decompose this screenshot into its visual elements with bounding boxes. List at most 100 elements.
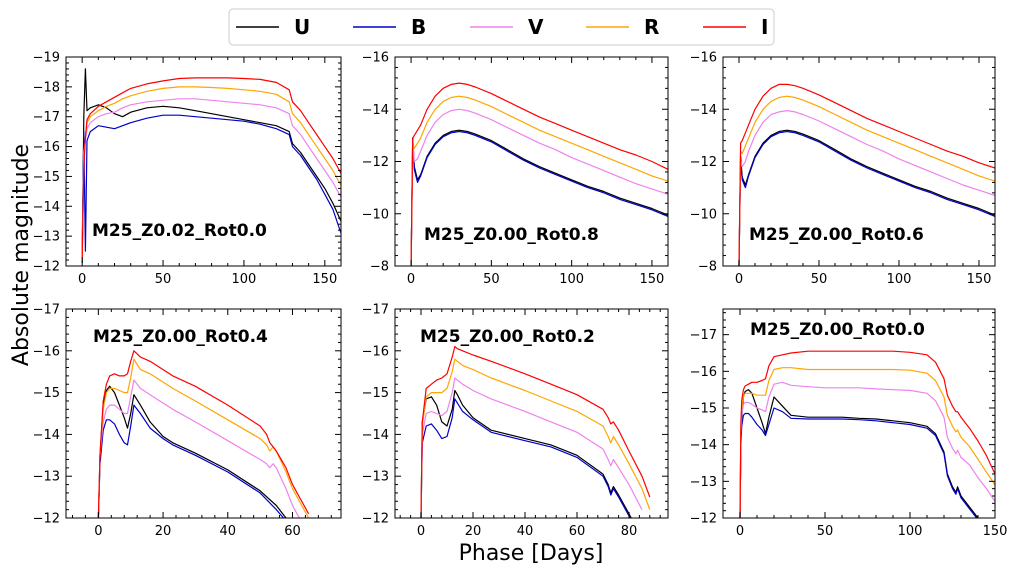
panel-5-curves <box>420 346 651 518</box>
series-line-V <box>420 377 643 518</box>
panel-4-ticks: 0 20 40 60 −12 −13 −14 −15 −16 −17 <box>33 303 341 539</box>
panel-label: M25_Z0.00_Rot0.2 <box>420 327 595 347</box>
x-tick-label: 0 <box>736 524 744 539</box>
series-line-I <box>410 82 668 266</box>
series-line-V <box>97 379 301 518</box>
series-line-I <box>81 77 341 258</box>
series-line-V <box>410 108 668 266</box>
y-tick-label: −13 <box>362 470 389 485</box>
series-line-U <box>81 68 341 264</box>
series-line-U <box>410 129 668 266</box>
legend-label-V: V <box>528 15 544 39</box>
panel-3: 0 50 100 150 −8 −10 −12 −14 −16 M25_Z0.00_Rot0.6 <box>690 51 996 287</box>
panel-4-curves <box>97 350 310 518</box>
y-tick-label: −13 <box>33 470 60 485</box>
series-line-I <box>420 346 651 518</box>
x-tick-label: 40 <box>219 524 236 539</box>
x-tick-label: 50 <box>483 272 500 287</box>
x-tick-label: 20 <box>465 524 482 539</box>
series-line-U <box>97 385 287 518</box>
panel-6: 0 50 100 150 −12 −13 −14 −15 −16 −17 M25_Z0.00_Rot… <box>690 308 1008 539</box>
series-line-I <box>739 350 995 518</box>
series-line-B <box>738 130 995 266</box>
panel-5: 0 20 40 60 80 −12 −13 −14 −15 −16 −17 M25_Z0.00_Rot… <box>362 303 669 539</box>
y-tick-label: −19 <box>33 51 60 66</box>
y-axis-title: Absolute magnitude <box>9 144 34 366</box>
x-tick-label: 100 <box>898 524 923 539</box>
x-tick-label: 150 <box>967 272 992 287</box>
x-tick-label: 100 <box>559 272 584 287</box>
series-line-I <box>97 350 310 518</box>
series-line-R <box>81 86 341 258</box>
x-tick-label: 150 <box>312 272 337 287</box>
legend-label-U: U <box>294 15 310 39</box>
series-line-B <box>420 398 631 518</box>
y-tick-label: −17 <box>33 303 60 318</box>
legend-label-B: B <box>411 15 426 39</box>
y-tick-label: −15 <box>362 386 389 401</box>
legend-label-I: I <box>761 15 768 39</box>
series-line-B <box>81 114 341 252</box>
y-tick-label: −15 <box>33 386 60 401</box>
y-tick-label: −12 <box>690 155 717 170</box>
x-tick-label: 0 <box>78 272 86 287</box>
x-tick-label: 150 <box>983 524 1008 539</box>
x-axis-title: Phase [Days] <box>459 541 604 566</box>
y-tick-label: −12 <box>690 512 717 527</box>
y-tick-label: −10 <box>690 207 717 222</box>
y-tick-label: −17 <box>690 328 717 343</box>
x-tick-label: 60 <box>284 524 301 539</box>
panel-5-ticks: 0 20 40 60 80 −12 −13 −14 −15 −16 −17 <box>362 303 668 539</box>
panel-3-curves <box>738 83 995 266</box>
panel-6-ticks: 0 50 100 150 −12 −13 −14 −15 −16 −17 <box>690 309 1008 539</box>
panel-4: 0 20 40 60 −12 −13 −14 −15 −16 −17 M25_Z0.00_Rot0.… <box>33 303 342 539</box>
series-line-R <box>420 358 651 518</box>
x-tick-label: 0 <box>94 524 102 539</box>
y-tick-label: −17 <box>33 110 60 125</box>
series-line-R <box>738 95 995 266</box>
y-tick-label: −17 <box>362 303 389 318</box>
x-tick-label: 80 <box>621 524 638 539</box>
x-tick-label: 50 <box>817 524 834 539</box>
x-tick-label: 150 <box>640 272 665 287</box>
panel-1-ticks: 0 50 100 150 −12 −13 −14 −15 −16 −17 −18 −19 <box>33 51 342 287</box>
series-line-U <box>420 389 632 518</box>
panel-label: M25_Z0.00_Rot0.8 <box>424 225 599 245</box>
y-tick-label: −8 <box>698 260 717 275</box>
series-line-R <box>410 95 668 266</box>
y-tick-label: −16 <box>362 51 389 66</box>
panel-2: 0 50 100 150 −8 −10 −12 −14 −16 M25_Z0.00_Rot0.8 <box>362 51 669 287</box>
y-tick-label: −14 <box>33 200 60 215</box>
panel-1: 0 50 100 150 −12 −13 −14 −15 −16 −17 −18 −19 M25_Z0.… <box>33 51 342 287</box>
y-tick-label: −16 <box>33 344 60 359</box>
panel-label: M25_Z0.00_Rot0.4 <box>93 327 268 347</box>
y-tick-label: −18 <box>33 80 60 95</box>
panel-2-curves <box>410 82 668 266</box>
x-tick-label: 50 <box>811 272 828 287</box>
x-tick-label: 100 <box>887 272 912 287</box>
panel-4-frame <box>65 308 342 519</box>
y-tick-label: −14 <box>362 103 389 118</box>
x-tick-label: 100 <box>232 272 257 287</box>
x-tick-label: 50 <box>155 272 172 287</box>
y-tick-label: −16 <box>362 344 389 359</box>
series-line-V <box>739 381 995 518</box>
series-line-B <box>97 404 285 518</box>
panels: 0 50 100 150 −12 −13 −14 −15 −16 −17 −18 −19 M25_Z0.… <box>33 51 1008 540</box>
series-line-B <box>739 407 978 518</box>
panel-1-curves <box>81 68 341 264</box>
series-line-I <box>738 83 995 266</box>
panel-label: M25_Z0.00_Rot0.6 <box>749 225 924 245</box>
legend-label-R: R <box>644 15 659 39</box>
y-tick-label: −12 <box>33 260 60 275</box>
panel-label: M25_Z0.00_Rot0.0 <box>750 320 925 340</box>
y-tick-label: −15 <box>33 170 60 185</box>
panel-1-frame <box>65 56 342 267</box>
x-tick-label: 60 <box>569 524 586 539</box>
panel-5-frame <box>394 308 669 519</box>
panel-2-ticks: 0 50 100 150 −8 −10 −12 −14 −16 <box>362 51 669 287</box>
series-line-V <box>81 98 341 258</box>
x-tick-label: 20 <box>155 524 172 539</box>
y-tick-label: −14 <box>33 428 60 443</box>
